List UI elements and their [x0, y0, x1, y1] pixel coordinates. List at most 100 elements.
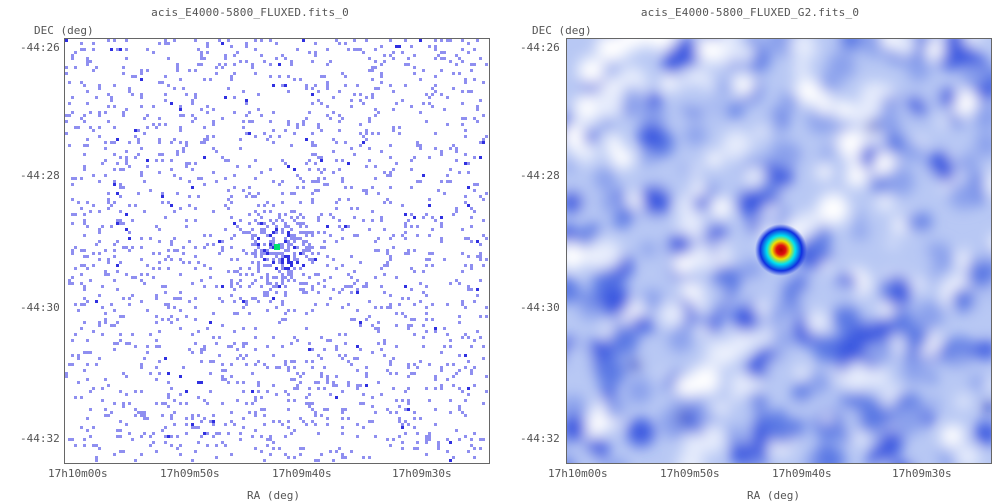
- count-pixel: [161, 81, 164, 84]
- count-pixel: [245, 354, 248, 357]
- count-pixel: [98, 126, 101, 129]
- count-pixel: [329, 297, 332, 300]
- count-pixel: [287, 258, 290, 261]
- noise-blob: [798, 289, 819, 310]
- count-pixel: [464, 162, 467, 165]
- count-pixel: [86, 267, 89, 270]
- count-pixel: [287, 231, 290, 234]
- heatmap-plot-area[interactable]: [566, 38, 992, 464]
- count-pixel: [383, 273, 386, 276]
- count-pixel: [320, 453, 323, 456]
- count-pixel: [218, 39, 221, 42]
- count-pixel: [440, 153, 443, 156]
- count-pixel: [467, 237, 470, 240]
- count-pixel: [341, 453, 344, 456]
- count-pixel: [458, 369, 461, 372]
- count-pixel: [230, 201, 233, 204]
- count-pixel: [389, 255, 392, 258]
- noise-blob: [794, 273, 807, 286]
- y-axis-label: DEC (deg): [34, 24, 94, 37]
- count-pixel: [113, 249, 116, 252]
- count-pixel: [380, 63, 383, 66]
- count-pixel: [80, 117, 83, 120]
- count-pixel: [341, 180, 344, 183]
- count-pixel: [77, 309, 80, 312]
- count-pixel: [302, 420, 305, 423]
- count-pixel: [326, 183, 329, 186]
- count-pixel: [278, 285, 281, 288]
- count-pixel: [350, 147, 353, 150]
- noise-blob: [585, 221, 601, 237]
- count-pixel: [188, 162, 191, 165]
- count-pixel: [131, 294, 134, 297]
- count-pixel: [371, 93, 374, 96]
- count-pixel: [119, 435, 122, 438]
- count-pixel: [104, 159, 107, 162]
- count-pixel: [314, 180, 317, 183]
- count-pixel: [455, 54, 458, 57]
- count-pixel: [281, 345, 284, 348]
- count-pixel: [263, 249, 266, 252]
- count-pixel: [158, 330, 161, 333]
- count-pixel: [389, 156, 392, 159]
- count-pixel: [308, 393, 311, 396]
- count-pixel: [464, 201, 467, 204]
- count-pixel: [269, 75, 272, 78]
- count-pixel: [83, 48, 86, 51]
- count-pixel: [221, 42, 224, 45]
- count-pixel: [443, 345, 446, 348]
- count-pixel: [428, 96, 431, 99]
- count-pixel: [419, 78, 422, 81]
- count-pixel: [458, 438, 461, 441]
- count-pixel: [209, 420, 212, 423]
- count-pixel: [143, 282, 146, 285]
- noise-blob: [962, 39, 982, 47]
- count-pixel: [125, 273, 128, 276]
- y-tick-label: -44:28: [20, 169, 60, 182]
- count-pixel: [281, 201, 284, 204]
- count-pixel: [341, 306, 344, 309]
- count-pixel: [221, 324, 224, 327]
- count-pixel: [467, 288, 470, 291]
- x-tick-label: 17h10m00s: [48, 467, 108, 480]
- count-pixel: [86, 429, 89, 432]
- count-pixel: [206, 105, 209, 108]
- count-pixel: [113, 105, 116, 108]
- noise-blob: [915, 300, 945, 330]
- count-pixel: [452, 213, 455, 216]
- count-pixel: [326, 378, 329, 381]
- count-pixel: [266, 390, 269, 393]
- noise-blob: [746, 218, 761, 233]
- count-pixel: [272, 297, 275, 300]
- count-pixel: [155, 321, 158, 324]
- count-pixel: [224, 228, 227, 231]
- noise-blob: [956, 394, 971, 409]
- count-pixel: [302, 447, 305, 450]
- noise-blob: [593, 239, 622, 269]
- count-pixel: [182, 261, 185, 264]
- count-pixel: [266, 138, 269, 141]
- count-pixel: [353, 318, 356, 321]
- count-pixel: [281, 84, 284, 87]
- count-pixel: [392, 126, 395, 129]
- count-pixel: [284, 360, 287, 363]
- count-pixel: [461, 123, 464, 126]
- count-pixel: [149, 189, 152, 192]
- count-pixel: [251, 120, 254, 123]
- count-pixel: [74, 66, 77, 69]
- count-pixel: [461, 336, 464, 339]
- heatmap-plot-area[interactable]: [64, 38, 490, 464]
- count-pixel: [101, 387, 104, 390]
- count-pixel: [431, 216, 434, 219]
- count-pixel: [410, 324, 413, 327]
- count-pixel: [425, 93, 428, 96]
- noise-blob: [831, 246, 845, 261]
- count-pixel: [374, 435, 377, 438]
- count-pixel: [233, 186, 236, 189]
- count-pixel: [104, 273, 107, 276]
- count-pixel: [155, 159, 158, 162]
- count-pixel: [215, 180, 218, 183]
- count-pixel: [434, 90, 437, 93]
- count-pixel: [191, 102, 194, 105]
- count-pixel: [257, 243, 260, 246]
